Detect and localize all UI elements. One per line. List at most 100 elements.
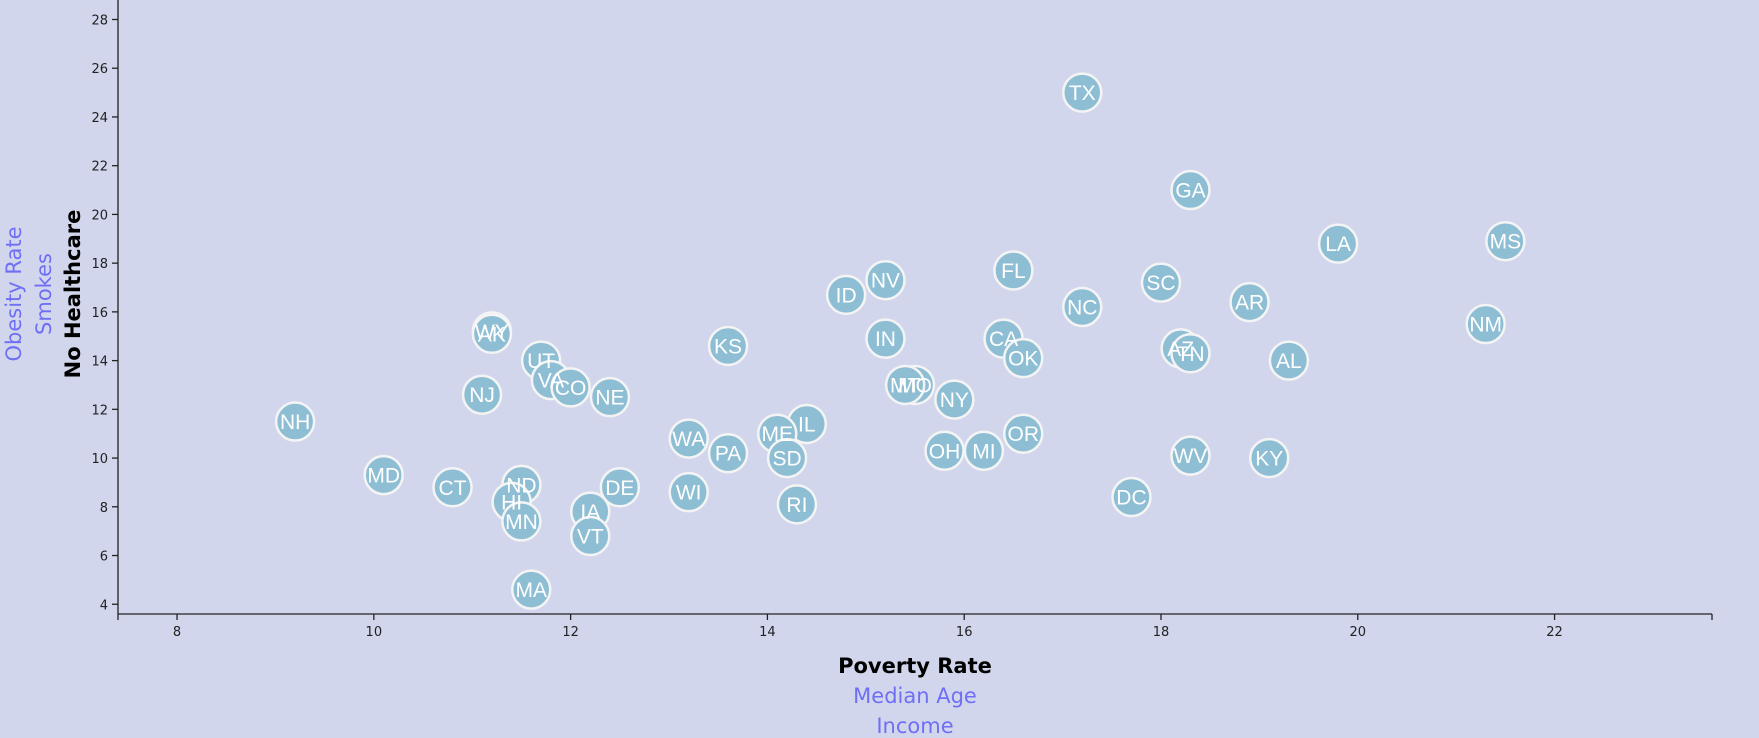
state-circle[interactable] [1002, 337, 1044, 379]
state-marker-ct[interactable] [432, 467, 473, 508]
state-marker-ky[interactable] [1248, 437, 1290, 479]
state-circle[interactable] [363, 454, 404, 496]
state-marker-ak[interactable] [471, 313, 513, 355]
state-circle[interactable] [1062, 286, 1103, 328]
state-circle[interactable] [865, 318, 906, 359]
state-circle[interactable] [993, 250, 1034, 291]
state-marker-ks[interactable] [707, 325, 749, 367]
state-abbr-label: CO [555, 377, 587, 400]
state-circle[interactable] [668, 471, 709, 513]
state-circle[interactable] [776, 484, 818, 525]
state-circle[interactable] [884, 364, 926, 406]
y-tick-label: 6 [100, 550, 108, 565]
y-tick-label: 26 [91, 62, 108, 77]
state-circle[interactable] [432, 467, 473, 508]
state-marker-oh[interactable] [924, 430, 965, 472]
state-circle[interactable] [865, 259, 906, 301]
state-circle[interactable] [501, 501, 542, 542]
state-circle[interactable] [766, 437, 808, 479]
state-marker-ri[interactable] [776, 484, 818, 525]
state-marker-ok[interactable] [1002, 337, 1044, 379]
state-circle[interactable] [707, 432, 749, 474]
state-marker-nc[interactable] [1062, 286, 1103, 328]
state-circle[interactable] [1465, 303, 1506, 345]
state-circle[interactable] [471, 313, 513, 355]
y-axis-label-obesity-rate[interactable]: Obesity Rate [2, 226, 26, 361]
state-marker-wi[interactable] [668, 471, 709, 513]
state-marker-al[interactable] [1268, 340, 1310, 381]
state-marker-ga[interactable] [1170, 169, 1211, 211]
y-axis-ticks: 4 6 8 10 12 14 16 18 20 22 24 26 28 [91, 13, 118, 613]
state-marker-wv[interactable] [1170, 435, 1211, 476]
state-marker-la[interactable] [1317, 223, 1359, 264]
state-marker-md[interactable] [363, 454, 404, 496]
state-circle[interactable] [1248, 437, 1290, 479]
state-circle[interactable] [550, 367, 591, 408]
state-circle[interactable] [1317, 223, 1359, 264]
state-marker-nm[interactable] [1465, 303, 1506, 345]
state-circle[interactable] [668, 418, 709, 459]
state-marker-or[interactable] [1002, 413, 1044, 454]
state-circle[interactable] [1111, 476, 1152, 518]
state-marker-ne[interactable] [589, 376, 631, 418]
state-marker-nh[interactable] [274, 401, 316, 442]
state-circle[interactable] [825, 274, 867, 316]
state-marker-fl[interactable] [993, 250, 1034, 291]
state-circle[interactable] [1170, 333, 1211, 374]
state-circle[interactable] [511, 569, 552, 610]
state-marker-wa[interactable] [668, 418, 709, 459]
state-circle[interactable] [570, 515, 611, 557]
y-tick-label: 12 [91, 403, 108, 418]
state-marker-dc[interactable] [1111, 476, 1152, 518]
state-circle[interactable] [707, 325, 749, 367]
state-marker-nj[interactable] [461, 374, 503, 415]
state-marker-ms[interactable] [1485, 220, 1526, 262]
state-circle[interactable] [274, 401, 316, 442]
state-circle[interactable] [1229, 281, 1270, 323]
state-marker-vt[interactable] [570, 515, 611, 557]
state-abbr-label: IL [798, 413, 816, 436]
state-circle[interactable] [1170, 169, 1211, 211]
state-abbr-label: FL [1001, 260, 1026, 283]
state-marker-ny[interactable] [934, 379, 975, 420]
y-axis-label-smokes[interactable]: Smokes [32, 253, 56, 335]
state-marker-sd[interactable] [766, 437, 808, 479]
state-circle[interactable] [1140, 262, 1182, 303]
y-axis-label-no-healthcare[interactable]: No Healthcare [61, 210, 85, 379]
state-marker-tx[interactable] [1062, 72, 1103, 113]
state-abbr-label: MO [898, 374, 932, 397]
state-circle[interactable] [1170, 435, 1211, 476]
state-circle[interactable] [924, 430, 965, 472]
state-circle[interactable] [461, 374, 503, 415]
x-tick-label: 12 [562, 625, 579, 640]
state-marker-ar[interactable] [1229, 281, 1270, 323]
x-tick-label: 22 [1546, 625, 1563, 640]
state-circle[interactable] [934, 379, 975, 420]
state-circle[interactable] [1268, 340, 1310, 381]
state-circle[interactable] [963, 430, 1005, 472]
x-axis-label-median-age[interactable]: Median Age [853, 684, 977, 708]
state-marker-sc[interactable] [1140, 262, 1182, 303]
state-abbr-label: OR [1007, 423, 1039, 446]
state-circle[interactable] [1062, 72, 1103, 113]
state-marker-mi[interactable] [963, 430, 1005, 472]
state-circle[interactable] [599, 467, 641, 508]
state-marker-id[interactable] [825, 274, 867, 316]
state-marker-de[interactable] [599, 467, 641, 508]
x-axis-label-income[interactable]: Income [876, 714, 953, 738]
state-marker-mn[interactable] [501, 501, 542, 542]
x-tick-label: 16 [956, 625, 973, 640]
state-circle[interactable] [1002, 413, 1044, 454]
state-abbr-label: MA [516, 579, 548, 602]
state-marker-mt[interactable] [884, 364, 926, 406]
state-marker-tn[interactable] [1170, 333, 1211, 374]
state-marker-pa[interactable] [707, 432, 749, 474]
state-circle[interactable] [589, 376, 631, 418]
state-circle[interactable] [1485, 220, 1526, 262]
state-marker-nv[interactable] [865, 259, 906, 301]
state-marker-co[interactable] [550, 367, 591, 408]
state-abbr-label: WI [676, 482, 702, 505]
x-axis-label-poverty[interactable]: Poverty Rate [838, 654, 992, 678]
state-marker-ma[interactable] [511, 569, 552, 610]
state-marker-in[interactable] [865, 318, 906, 359]
